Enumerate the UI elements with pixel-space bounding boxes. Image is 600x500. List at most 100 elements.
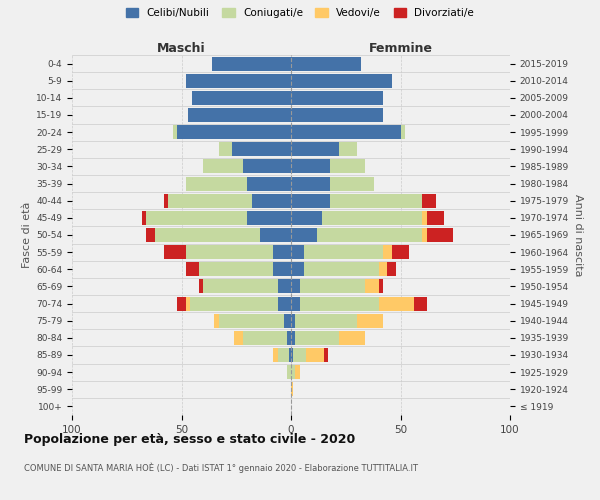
Bar (146, 211, 247, 225)
Bar (251, 194, 291, 207)
Bar (300, 296, 379, 310)
Bar (284, 314, 291, 328)
Bar (339, 331, 365, 345)
Text: Femmine: Femmine (368, 42, 433, 55)
Bar (177, 125, 291, 139)
Bar (304, 245, 383, 259)
Bar (422, 211, 427, 225)
Bar (291, 348, 293, 362)
Bar (291, 211, 322, 225)
Bar (186, 74, 291, 88)
Bar (291, 245, 304, 259)
Bar (304, 262, 379, 276)
Bar (291, 108, 383, 122)
Bar (295, 365, 300, 379)
Bar (146, 228, 155, 242)
Bar (291, 125, 401, 139)
Bar (173, 125, 177, 139)
Bar (212, 56, 291, 70)
Bar (307, 348, 324, 362)
Bar (291, 314, 295, 328)
Bar (331, 194, 422, 207)
Bar (260, 228, 291, 242)
Bar (357, 314, 383, 328)
Bar (232, 142, 291, 156)
Bar (243, 331, 287, 345)
Bar (203, 280, 278, 293)
Bar (324, 348, 328, 362)
Bar (219, 314, 284, 328)
Bar (339, 142, 356, 156)
Bar (274, 348, 278, 362)
Bar (291, 194, 331, 207)
Bar (234, 331, 243, 345)
Bar (322, 211, 422, 225)
Bar (291, 262, 304, 276)
Bar (295, 314, 356, 328)
Bar (291, 160, 331, 173)
Bar (379, 262, 388, 276)
Bar (186, 262, 199, 276)
Bar (291, 228, 317, 242)
Bar (188, 108, 291, 122)
Bar (379, 280, 383, 293)
Bar (142, 211, 146, 225)
Bar (291, 176, 331, 190)
Bar (413, 296, 427, 310)
Bar (186, 296, 190, 310)
Bar (274, 245, 291, 259)
Bar (193, 91, 291, 105)
Bar (278, 280, 291, 293)
Bar (289, 348, 291, 362)
Bar (331, 160, 365, 173)
Bar (214, 314, 219, 328)
Bar (287, 365, 291, 379)
Bar (427, 211, 444, 225)
Bar (422, 194, 436, 207)
Bar (291, 91, 383, 105)
Bar (291, 331, 295, 345)
Bar (317, 228, 422, 242)
Bar (293, 348, 307, 362)
Bar (331, 176, 374, 190)
Bar (164, 245, 186, 259)
Bar (295, 331, 339, 345)
Bar (155, 228, 260, 242)
Text: Maschi: Maschi (157, 42, 206, 55)
Bar (291, 365, 295, 379)
Bar (199, 280, 203, 293)
Y-axis label: Anni di nascita: Anni di nascita (573, 194, 583, 276)
Bar (203, 160, 243, 173)
Bar (422, 228, 427, 242)
Bar (247, 176, 291, 190)
Bar (169, 194, 251, 207)
Bar (278, 296, 291, 310)
Bar (388, 262, 396, 276)
Bar (291, 74, 392, 88)
Bar (300, 280, 365, 293)
Bar (177, 296, 186, 310)
Bar (274, 262, 291, 276)
Bar (190, 296, 278, 310)
Bar (427, 228, 453, 242)
Bar (199, 262, 274, 276)
Bar (383, 245, 392, 259)
Bar (291, 296, 300, 310)
Bar (243, 160, 291, 173)
Bar (186, 176, 247, 190)
Bar (164, 194, 169, 207)
Bar (379, 296, 413, 310)
Bar (186, 245, 274, 259)
Y-axis label: Fasce di età: Fasce di età (22, 202, 32, 268)
Bar (287, 331, 291, 345)
Legend: Celibi/Nubili, Coniugati/e, Vedovi/e, Divorziati/e: Celibi/Nubili, Coniugati/e, Vedovi/e, Di… (126, 8, 474, 18)
Bar (401, 125, 405, 139)
Bar (291, 56, 361, 70)
Text: Popolazione per età, sesso e stato civile - 2020: Popolazione per età, sesso e stato civil… (24, 432, 355, 446)
Bar (291, 382, 293, 396)
Bar (247, 211, 291, 225)
Bar (291, 142, 339, 156)
Bar (365, 280, 379, 293)
Text: COMUNE DI SANTA MARIA HOÈ (LC) - Dati ISTAT 1° gennaio 2020 - Elaborazione TUTTI: COMUNE DI SANTA MARIA HOÈ (LC) - Dati IS… (24, 462, 418, 473)
Bar (291, 280, 300, 293)
